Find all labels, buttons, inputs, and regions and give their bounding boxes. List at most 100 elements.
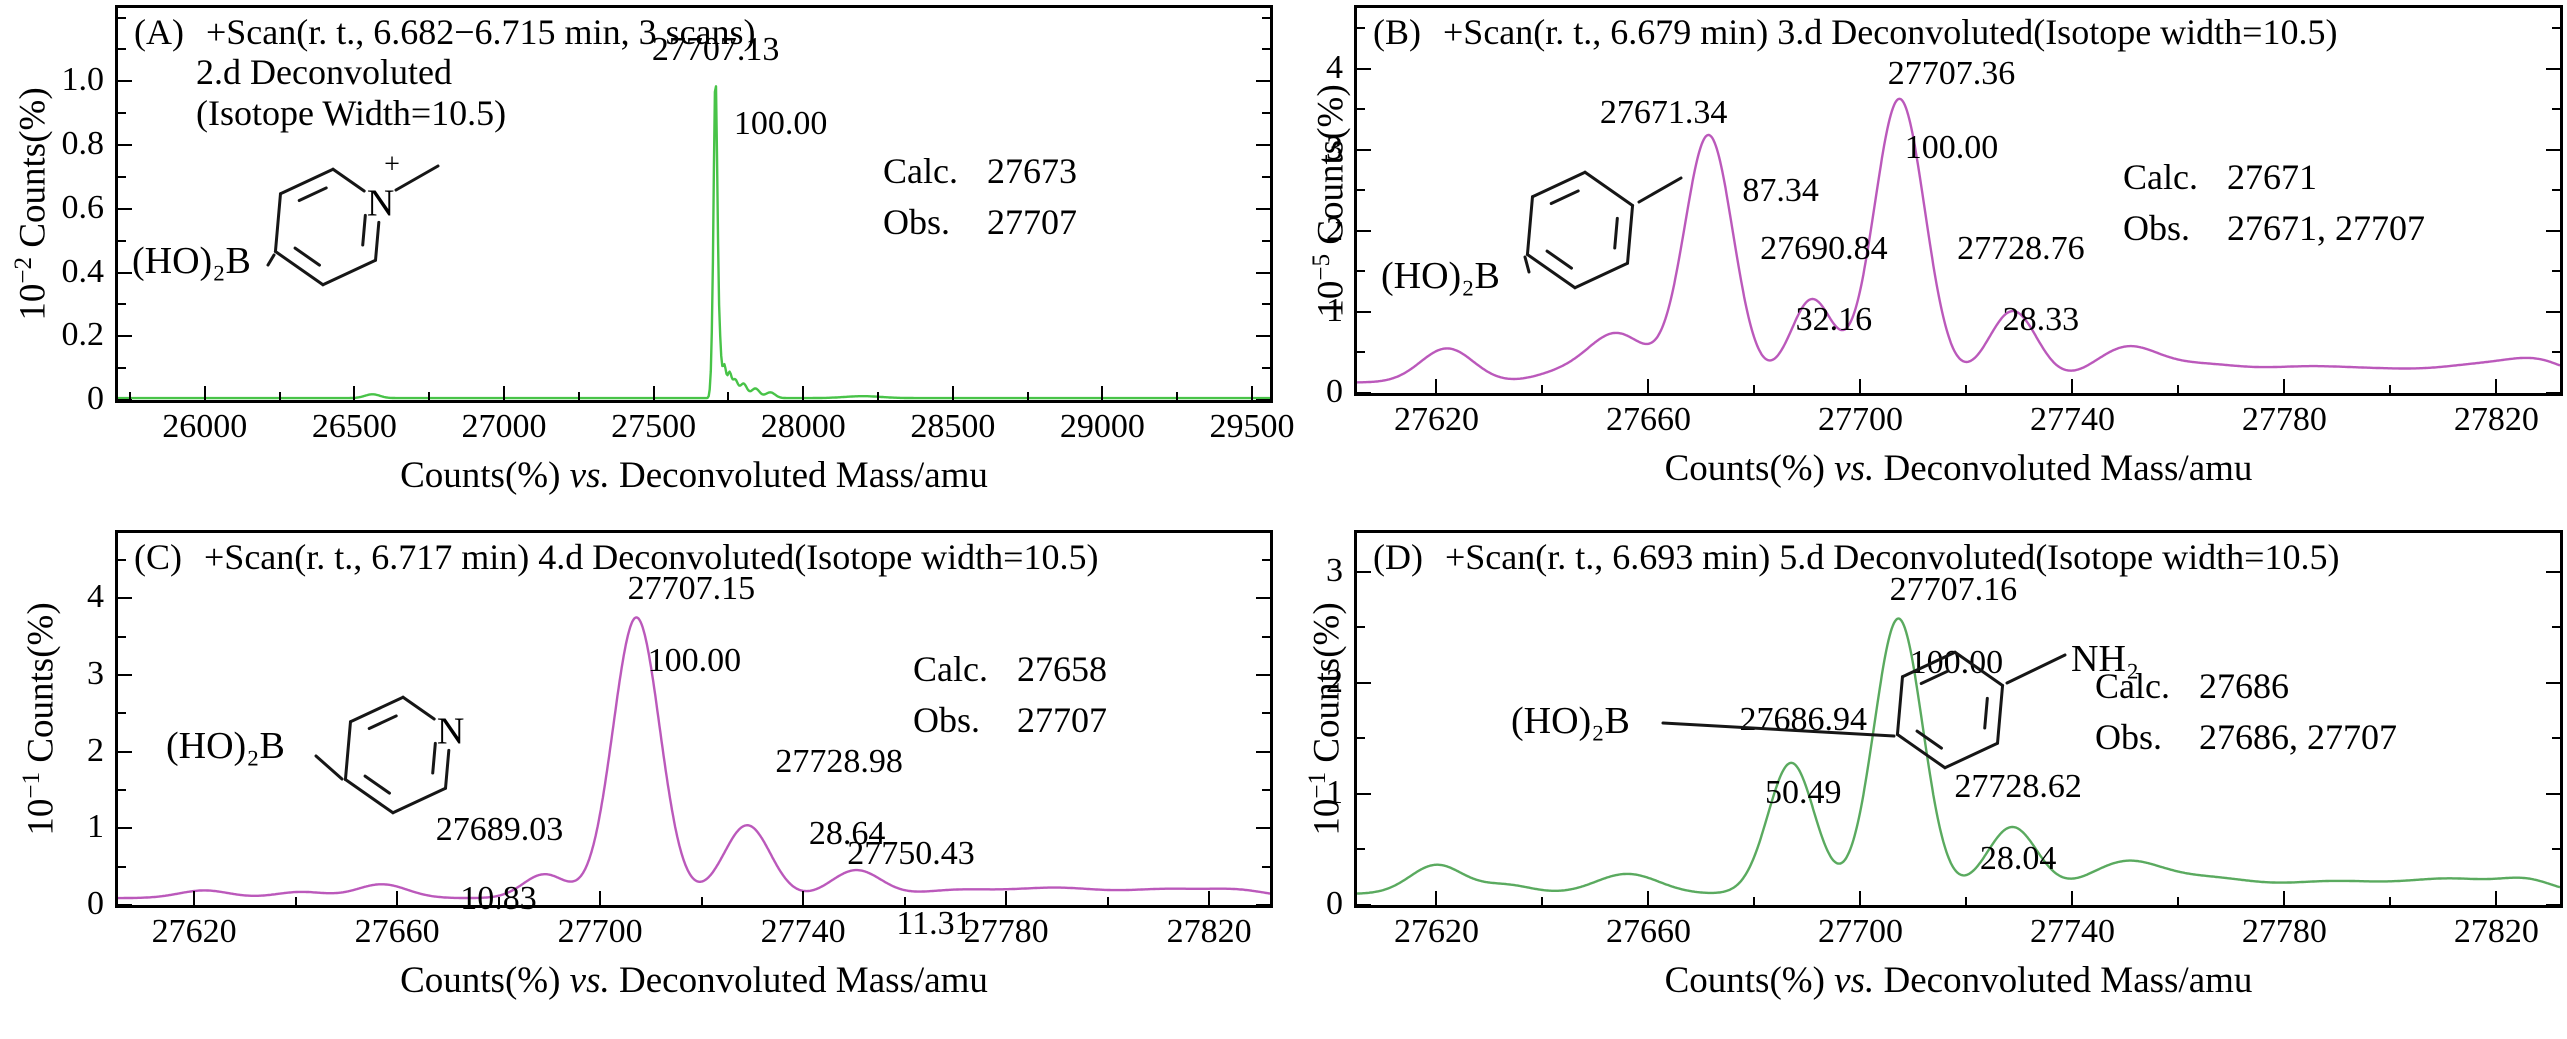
y-tick-label: 4 (87, 578, 104, 616)
x-axis-label: Counts(%) vs. Deconvoluted Mass/amu (1509, 447, 2409, 490)
x-tick-label: 29000 (1059, 408, 1145, 445)
y-axis-label-part: 10 (20, 798, 62, 836)
calc-row-value: 27671 (2227, 157, 2317, 197)
calc-row-value: 27673 (987, 151, 1077, 191)
y-right-minor-tick (2552, 626, 2560, 629)
x-tick-label: 27780 (2241, 913, 2327, 950)
x-axis-label-part: Deconvoluted Mass/amu (1874, 960, 2253, 1001)
calc-row-label: Calc. (2123, 157, 2198, 197)
obs-row-value: 27707 (987, 202, 1077, 242)
x-tick-label: 27660 (1605, 401, 1691, 438)
y-tick-label: 1.0 (61, 61, 105, 99)
x-tick-label: 27500 (611, 408, 697, 445)
peak-intensity-label: 87.34 (1742, 171, 1819, 209)
y-tick-label: 3 (1326, 129, 1343, 167)
y-right-tick (2546, 681, 2560, 684)
obs-row: Obs. 27671, 27707 (2123, 207, 2425, 249)
plot-box-B (1354, 5, 2563, 396)
y-right-minor-tick (2552, 108, 2560, 111)
y-tick-label: 0.6 (61, 188, 105, 226)
obs-row-value: 27671, 27707 (2227, 208, 2425, 248)
y-left-minor-tick (1357, 27, 1365, 30)
y-left-tick (118, 335, 132, 338)
obs-row-label: Obs. (883, 202, 951, 242)
y-left-minor-tick (118, 175, 126, 178)
panel-title-C: (C) +Scan(r. t., 6.717 min) 4.d Deconvolu… (134, 537, 1098, 577)
x-tick-label: 27700 (557, 913, 643, 950)
y-axis-label-part: Counts(%) (1306, 602, 1348, 772)
y-right-tick (2546, 904, 2560, 906)
y-axis-label-A: 10−2 Counts(%) (0, 34, 54, 374)
peak-mass-label: 27707.16 (1889, 571, 2018, 609)
calc-obs-C: Calc. 27658 Obs. 27707 (913, 648, 1107, 750)
x-tick-label: 27780 (2241, 401, 2327, 438)
scan-title-text: +Scan(r. t., 6.717 min) 4.d Deconvoluted… (204, 537, 1099, 577)
x-minor-tick (1753, 897, 1756, 905)
y-axis-label-part: 10 (12, 283, 54, 321)
panel-letter: (A) (134, 12, 184, 52)
x-tick-label: 26000 (162, 408, 248, 445)
x-tick-label: 27820 (1166, 913, 1252, 950)
y-right-minor-tick (1262, 558, 1270, 561)
x-axis-label: Counts(%) vs. Deconvoluted Mass/amu (1509, 959, 2409, 1002)
obs-row: Obs. 27707 (913, 699, 1107, 741)
y-left-minor-tick (118, 48, 126, 51)
y-right-tick (1256, 80, 1270, 83)
y-left-tick (118, 750, 132, 753)
x-axis-label: Counts(%) vs. Deconvoluted Mass/amu (244, 454, 1144, 497)
panel-title-line: 2.d Deconvoluted (134, 52, 756, 92)
x-axis-label-part: Counts(%) (1664, 448, 1835, 489)
panel-title-line: (B) +Scan(r. t., 6.679 min) 3.d Deconvolu… (1373, 12, 2337, 52)
y-right-minor-tick (1262, 635, 1270, 638)
y-left-minor-tick (118, 367, 126, 370)
calc-row-label: Calc. (913, 649, 988, 689)
y-left-minor-tick (1357, 351, 1365, 354)
y-axis-label-part: −1 (1304, 771, 1331, 799)
x-major-tick (1208, 891, 1211, 905)
y-right-tick (1256, 207, 1270, 210)
peak-intensity-label: 100.00 (733, 105, 828, 143)
y-right-minor-tick (1262, 303, 1270, 306)
y-left-minor-tick (118, 558, 126, 561)
x-major-tick (2495, 379, 2498, 393)
peak-mass-label: 27728.76 (1957, 229, 2085, 267)
x-minor-tick (903, 897, 906, 905)
calc-row: Calc. 27671 (2123, 156, 2425, 198)
panel-title-line: (C) +Scan(r. t., 6.717 min) 4.d Deconvolu… (134, 537, 1098, 577)
y-left-minor-tick (118, 635, 126, 638)
x-axis-label-part: Deconvoluted Mass/amu (1874, 448, 2253, 489)
y-tick-label: 0 (1326, 885, 1343, 922)
x-major-tick (599, 891, 602, 905)
y-axis-label-part: −2 (10, 256, 37, 284)
x-axis-label-part: Counts(%) (400, 455, 570, 496)
y-right-minor-tick (1262, 112, 1270, 115)
x-minor-tick (1026, 392, 1029, 400)
peak-intensity-label: 28.04 (1979, 840, 2057, 878)
y-axis-label-part: −1 (18, 771, 45, 799)
x-tick-label: 26500 (311, 408, 397, 445)
panel-title-line: (Isotope Width=10.5) (134, 93, 756, 133)
y-left-tick (118, 597, 132, 600)
y-right-tick (1256, 597, 1270, 600)
y-left-minor-tick (118, 112, 126, 115)
y-tick-label: 2 (1326, 210, 1343, 248)
y-left-minor-tick (1357, 626, 1365, 629)
y-right-tick (2546, 570, 2560, 573)
x-tick-label: 27740 (2029, 913, 2115, 950)
y-left-tick (1357, 148, 1371, 151)
obs-row-label: Obs. (2095, 717, 2163, 757)
y-right-tick (1256, 673, 1270, 676)
y-left-minor-tick (118, 712, 126, 715)
x-major-tick (203, 386, 206, 400)
y-right-tick (1256, 271, 1270, 274)
x-tick-label: 27740 (760, 913, 846, 950)
y-left-tick (1357, 392, 1371, 394)
spectrum-trace-A (118, 85, 1270, 400)
peak-mass-label: 27750.43 (847, 834, 975, 872)
x-major-tick (2283, 891, 2286, 905)
calc-row-label: Calc. (2095, 666, 2170, 706)
y-axis-label-part: Counts(%) (12, 87, 54, 257)
peak-intensity-label: 11.31 (896, 904, 972, 942)
y-tick-label: 0 (1326, 373, 1343, 410)
